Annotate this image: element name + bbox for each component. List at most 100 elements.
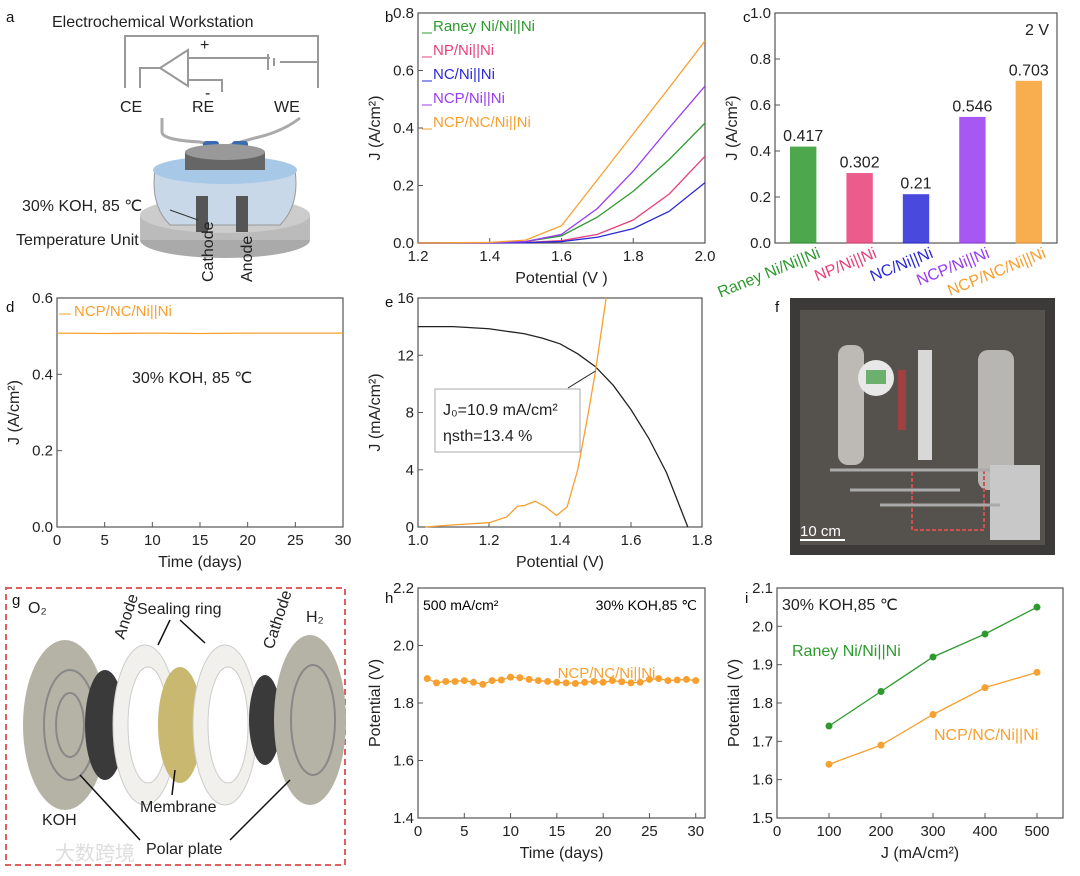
y-tick-label: 16 bbox=[397, 290, 414, 307]
data-point bbox=[981, 684, 989, 692]
y-tick-label: 2.1 bbox=[752, 580, 773, 597]
annotation: 30% KOH, 85 ℃ bbox=[132, 370, 252, 387]
x-tick-label: 1.6 bbox=[621, 532, 642, 549]
data-point bbox=[423, 675, 431, 683]
data-point bbox=[877, 688, 885, 695]
data-point bbox=[877, 741, 885, 749]
data-point bbox=[562, 679, 570, 687]
y-axis-label: J (mA/cm²) bbox=[367, 373, 384, 451]
x-axis-label: J (mA/cm²) bbox=[881, 845, 959, 862]
temperature-unit-label: Temperature Unit bbox=[16, 232, 139, 249]
y-tick-label: 0.4 bbox=[32, 366, 53, 383]
data-point bbox=[645, 675, 653, 683]
x-axis-label: Potential (V ) bbox=[515, 270, 607, 287]
data-point bbox=[655, 675, 663, 683]
bar-value-label: 0.417 bbox=[783, 128, 823, 145]
panel-label-g: g bbox=[12, 592, 20, 609]
x-tick-label: 30 bbox=[687, 823, 704, 840]
series-line bbox=[828, 606, 1038, 727]
chart-i: 1.5 1.6 1.7 1.8 1.9 2.0 2.1 0 100 200 300 400 500 J (… bbox=[726, 580, 1064, 862]
panel-label-d: d bbox=[6, 299, 14, 316]
we-label: WE bbox=[274, 99, 300, 116]
data-point bbox=[544, 677, 552, 685]
y-tick-label: 0.2 bbox=[32, 443, 53, 460]
legend-label: NCP/Ni||Ni bbox=[433, 90, 505, 107]
chart-h: 1.4 1.6 1.8 2.0 2.2 0 5 10 15 20 25 30 Time (days) Po… bbox=[367, 580, 706, 862]
cathode-label-g: Cathode bbox=[261, 588, 296, 651]
data-point bbox=[608, 677, 616, 685]
x-tick-label: 0 bbox=[53, 532, 61, 549]
x-tick-label: 0 bbox=[773, 823, 781, 840]
x-tick-label: 20 bbox=[239, 532, 256, 549]
cathode-label: Cathode bbox=[200, 221, 217, 282]
x-tick-label: 30 bbox=[335, 532, 352, 549]
h2-label: H₂ bbox=[306, 609, 324, 626]
chart-d: 0.0 0.2 0.4 0.6 0 5 10 15 20 25 30 Time (days) J (A/… bbox=[6, 290, 351, 571]
y-tick-label: 0.6 bbox=[750, 97, 771, 114]
bar bbox=[902, 194, 930, 244]
x-tick-label: 1.4 bbox=[479, 248, 500, 265]
y-axis-label: J (A/cm²) bbox=[367, 96, 384, 161]
data-point bbox=[599, 678, 607, 686]
data-point bbox=[618, 678, 626, 686]
data-point bbox=[929, 653, 937, 661]
data-point bbox=[571, 679, 579, 687]
data-point bbox=[825, 760, 833, 768]
x-tick-label: 15 bbox=[192, 532, 209, 549]
data-point bbox=[682, 675, 690, 683]
membrane-label: Membrane bbox=[140, 799, 217, 816]
panel-label-a: a bbox=[6, 9, 15, 26]
bar-category-label: Raney Ni/Ni||Ni bbox=[715, 245, 822, 302]
x-tick-label: 1.8 bbox=[692, 532, 713, 549]
data-point bbox=[442, 677, 450, 685]
data-point bbox=[1033, 668, 1041, 676]
chart-b: 0.0 0.2 0.4 0.6 0.8 1.2 1.4 1.6 1.8 2.0 Potential … bbox=[367, 5, 715, 287]
x-tick-label: 1.2 bbox=[479, 532, 500, 549]
bar-value-label: 0.302 bbox=[840, 155, 880, 172]
y-tick-label: 4 bbox=[406, 462, 414, 479]
x-tick-label: 1.2 bbox=[408, 248, 429, 265]
data-point bbox=[590, 677, 598, 685]
y-tick-label: 0.0 bbox=[32, 519, 53, 536]
annotation-line: J₀=10.9 mA/cm² bbox=[443, 402, 558, 419]
y-tick-label: 1.8 bbox=[752, 695, 773, 712]
electrolyte-label: 30% KOH, 85 ℃ bbox=[22, 198, 142, 215]
ce-label: CE bbox=[120, 99, 142, 116]
panel-label-c: c bbox=[743, 9, 751, 26]
x-tick-label: 400 bbox=[972, 823, 997, 840]
panel-label-i: i bbox=[745, 590, 748, 607]
y-axis-label: J (A/cm²) bbox=[724, 96, 741, 161]
data-point bbox=[507, 673, 515, 681]
x-tick-label: 25 bbox=[287, 532, 304, 549]
y-tick-label: 1.6 bbox=[393, 753, 414, 770]
annotation: 500 mA/cm² bbox=[423, 597, 499, 613]
y-tick-label: 2.0 bbox=[393, 638, 414, 655]
x-tick-label: 1.0 bbox=[408, 532, 429, 549]
legend-label: NC/Ni||Ni bbox=[433, 66, 495, 83]
data-point bbox=[1033, 603, 1041, 611]
y-tick-label: 2.2 bbox=[393, 580, 414, 597]
annotation-line: ηsth=13.4 % bbox=[443, 428, 532, 445]
data-point bbox=[581, 678, 589, 686]
x-tick-label: 500 bbox=[1024, 823, 1049, 840]
x-tick-label: 10 bbox=[502, 823, 519, 840]
x-tick-label: 1.6 bbox=[551, 248, 572, 265]
bar bbox=[1015, 80, 1042, 244]
data-point bbox=[981, 630, 989, 638]
y-tick-label: 1.9 bbox=[752, 657, 773, 674]
y-tick-label: 0.8 bbox=[750, 51, 771, 68]
series-line bbox=[425, 297, 607, 528]
plot-frame bbox=[776, 587, 1064, 819]
x-axis-label: Potential (V) bbox=[516, 554, 604, 571]
y-tick-label: 0 bbox=[406, 519, 414, 536]
x-tick-label: 15 bbox=[549, 823, 566, 840]
data-point bbox=[516, 674, 524, 682]
data-point bbox=[636, 678, 644, 686]
bar-category-label: NP/Ni||Ni bbox=[812, 245, 879, 285]
y-tick-label: 8 bbox=[406, 405, 414, 422]
electrolyzer-photo: 10 cm bbox=[790, 298, 1055, 555]
y-tick-label: 1.0 bbox=[750, 5, 771, 22]
data-point bbox=[525, 675, 533, 683]
y-axis-label: J (A/cm²) bbox=[6, 380, 23, 445]
data-point bbox=[433, 679, 441, 687]
